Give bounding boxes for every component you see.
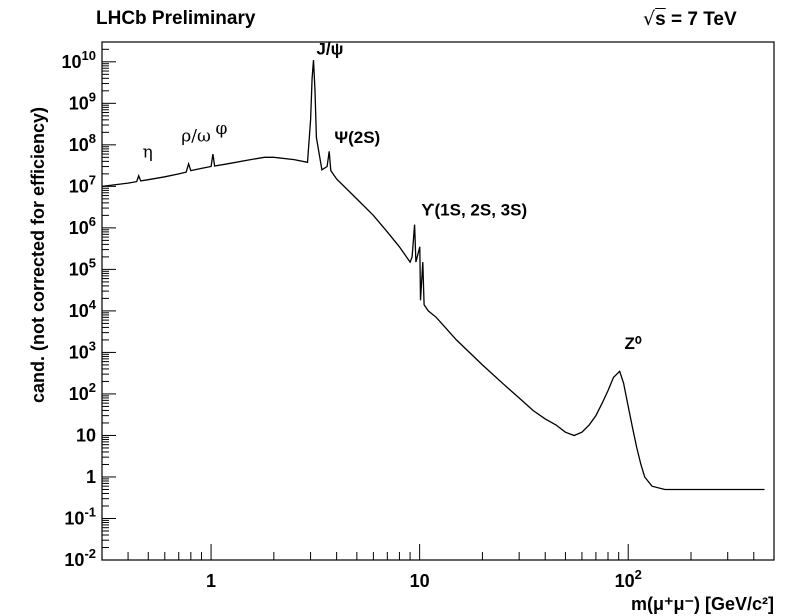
peak-label: φ [215,119,227,139]
peak-label: J/ψ [316,39,343,58]
plot-frame [101,41,775,561]
x-axis-label: m(μ⁺μ⁻) [GeV/c²] [631,594,774,614]
y-tick-label: 10-1 [64,504,96,528]
spectrum-line [101,60,765,491]
y-tick-label: 106 [69,214,96,238]
data-series [101,60,765,491]
energy-value: = 7 TeV [670,9,737,30]
peak-label: ϒ(1S, 2S, 3S) [421,200,527,219]
peak-label: ρ/ω [181,127,211,147]
y-tick-label: 108 [69,131,96,155]
annotations: η ρ/ω φ J/ψ Ψ(2S) ϒ(1S, 2S, 3S) Z⁰ [143,39,642,353]
y-tick-label: 10 [76,425,96,445]
axes [101,41,775,561]
ticks [101,41,775,561]
y-axis-label: cand. (not corrected for efficiency) [28,107,48,403]
y-tick-label: 102 [69,380,96,404]
x-tick-label: 10 [410,571,430,591]
energy-label: √s = 7 TeV [643,8,737,31]
peak-label: Z⁰ [625,334,642,353]
y-tick-label: 103 [69,338,96,362]
y-tick-label: 105 [69,255,96,279]
peak-label: η [143,142,153,162]
sqrt-sign: √ [643,8,656,30]
peak-label: Ψ(2S) [334,128,380,147]
y-tick-label: 10-2 [64,546,96,570]
energy-root: s [655,9,666,30]
y-tick-label: 107 [69,172,96,196]
y-tick-label: 1010 [62,48,97,72]
y-tick-label: 104 [69,297,97,321]
x-tick-label: 1 [206,571,216,591]
chart-title: LHCb Preliminary [96,8,256,29]
x-tick-label: 102 [615,567,642,591]
tick-labels: 10-210-111010210310410510610710810910101… [62,48,642,591]
y-tick-label: 109 [69,89,96,113]
y-tick-label: 1 [86,467,96,487]
